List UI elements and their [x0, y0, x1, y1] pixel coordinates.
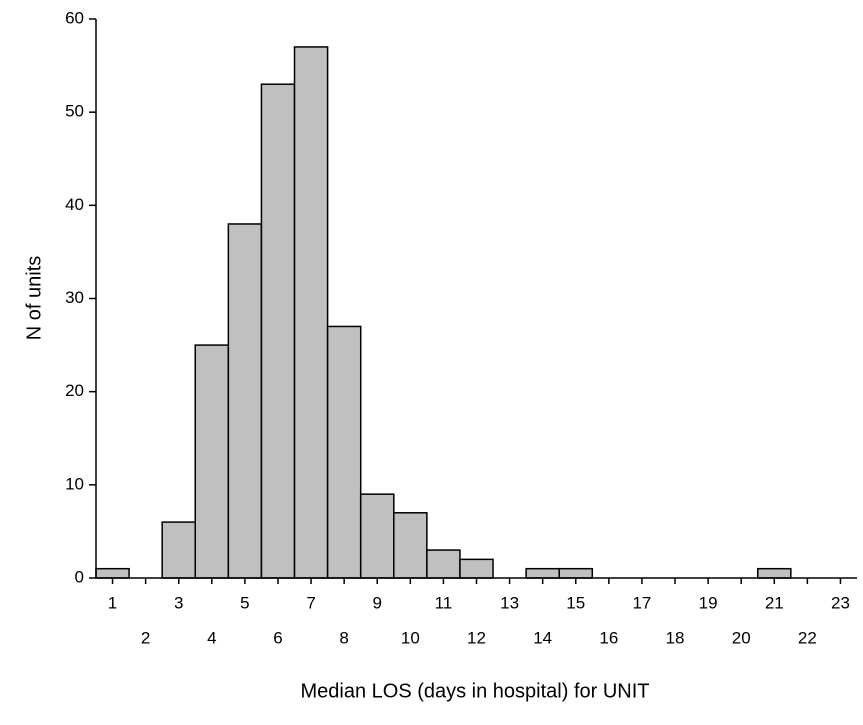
x-tick-label: 7	[306, 593, 315, 612]
bar	[359, 493, 395, 579]
bar	[756, 567, 792, 579]
bar	[426, 549, 461, 579]
y-axis-label: N of units	[23, 256, 45, 340]
x-tick-label: 13	[500, 593, 519, 612]
x-tick-label: 21	[765, 593, 784, 612]
x-tick-label: 12	[467, 628, 486, 647]
bar	[95, 567, 130, 579]
x-tick-label: 5	[240, 593, 249, 612]
x-tick-label: 17	[632, 593, 651, 612]
bar	[293, 46, 329, 579]
x-tick-label: 4	[207, 628, 216, 647]
bar	[525, 567, 560, 579]
x-tick-label: 14	[533, 628, 552, 647]
x-tick-label: 1	[108, 593, 117, 612]
bar	[227, 223, 263, 579]
x-tick-label: 15	[566, 593, 585, 612]
x-tick-label: 6	[273, 628, 282, 647]
y-tick-label: 50	[65, 102, 84, 121]
x-tick-label: 16	[599, 628, 618, 647]
bar	[260, 83, 296, 579]
x-tick-label: 3	[174, 593, 183, 612]
y-tick-label: 20	[65, 381, 84, 400]
y-tick-label: 30	[65, 288, 84, 307]
bar	[326, 325, 362, 579]
x-tick-label: 19	[699, 593, 718, 612]
y-tick-label: 10	[65, 474, 84, 493]
bar	[393, 512, 428, 579]
x-tick-label: 9	[373, 593, 382, 612]
x-tick-label: 22	[798, 628, 817, 647]
bar	[194, 344, 230, 579]
y-tick-label: 40	[65, 195, 84, 214]
y-tick-label: 60	[65, 8, 84, 27]
bar	[558, 567, 594, 579]
y-tick-label: 0	[75, 567, 84, 586]
x-tick-label: 2	[141, 628, 150, 647]
x-tick-label: 23	[831, 593, 850, 612]
x-tick-label: 20	[732, 628, 751, 647]
bar	[459, 558, 494, 579]
x-tick-label: 18	[666, 628, 685, 647]
x-tick-label: 10	[401, 628, 420, 647]
bar	[161, 521, 197, 579]
x-tick-label: 8	[339, 628, 348, 647]
x-tick-label: 11	[435, 593, 453, 612]
x-axis-label: Median LOS (days in hospital) for UNIT	[300, 680, 649, 702]
